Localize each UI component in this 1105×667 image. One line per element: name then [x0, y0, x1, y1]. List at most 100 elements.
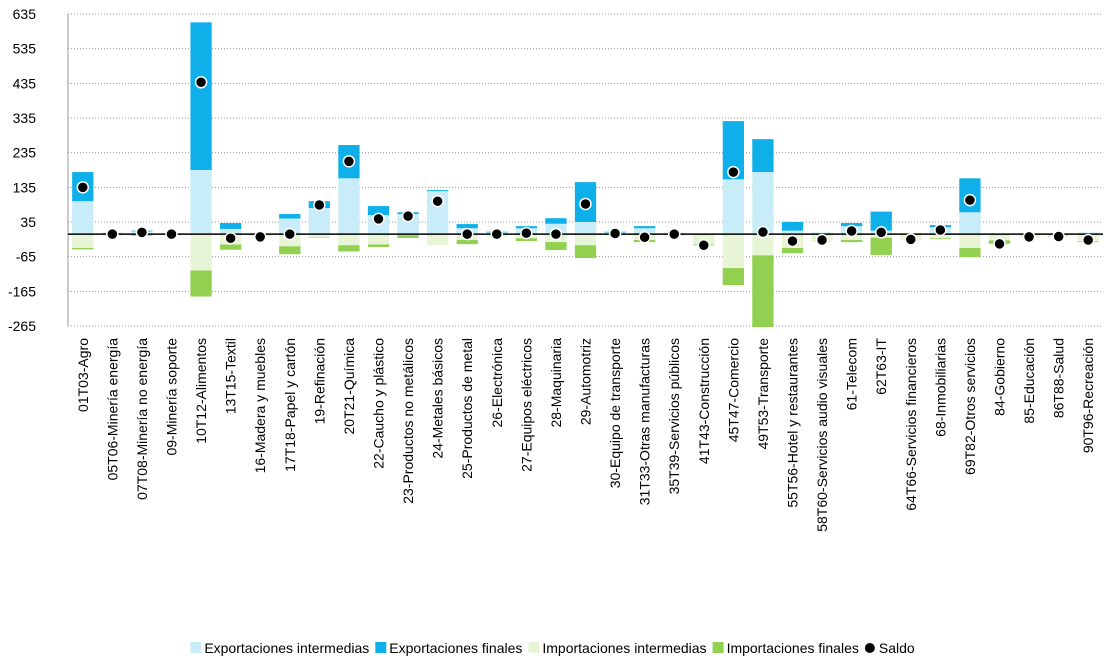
bar	[841, 240, 862, 242]
bar	[752, 172, 773, 234]
saldo-dot	[166, 229, 177, 240]
x-tick-label: 41T43-Construcción	[696, 338, 712, 464]
x-tick-label: 24-Metales básicos	[430, 338, 446, 459]
bar	[338, 178, 359, 234]
saldo-dot	[403, 211, 414, 222]
bar	[723, 268, 744, 285]
x-tick-label: 86T88-Salud	[1051, 338, 1067, 418]
bar	[545, 218, 566, 224]
x-tick-label: 29-Automotriz	[578, 338, 594, 425]
x-tick-label: 58T60-Servicios audio visuales	[814, 338, 830, 532]
bar	[427, 234, 448, 245]
saldo-dot	[107, 229, 118, 240]
bar	[190, 22, 211, 170]
legend-marker	[713, 642, 724, 653]
saldo-dot	[876, 227, 887, 238]
y-tick-label: -165	[8, 283, 36, 299]
saldo-dot	[432, 196, 443, 207]
legend-label: Exportaciones finales	[389, 640, 522, 656]
saldo-dot	[787, 236, 798, 247]
bar	[575, 234, 596, 245]
saldo-dot	[550, 229, 561, 240]
bar	[309, 208, 330, 234]
saldo-dot	[1083, 235, 1094, 246]
saldo-dot	[196, 77, 207, 88]
legend-label: Importaciones intermedias	[542, 640, 706, 656]
saldo-dot	[255, 231, 266, 242]
saldo-dot	[314, 200, 325, 211]
x-tick-label: 20T21-Química	[341, 338, 357, 435]
bar	[871, 238, 892, 255]
saldo-dot	[905, 234, 916, 245]
y-tick-label: -265	[8, 318, 36, 334]
bar	[457, 224, 478, 228]
x-tick-label: 28-Maquinaria	[548, 338, 564, 428]
bar	[368, 245, 389, 247]
saldo-dot	[610, 228, 621, 239]
saldo-dot	[846, 226, 857, 237]
saldo-dot	[964, 195, 975, 206]
x-tick-label: 45T47-Comercio	[725, 338, 741, 442]
x-tick-label: 64T66-Servicios financieros	[903, 338, 919, 511]
x-tick-label: 10T12-Alimentos	[193, 338, 209, 444]
bar	[782, 222, 803, 231]
bar	[397, 235, 418, 238]
x-tick-label: 84-Gobierno	[992, 338, 1008, 416]
x-tick-label: 01T03-Agro	[75, 338, 91, 412]
legend-label: Exportaciones intermedias	[204, 640, 369, 656]
bar	[368, 234, 389, 244]
bar	[634, 226, 655, 228]
y-tick-label: 635	[13, 6, 37, 22]
bar	[575, 245, 596, 258]
bar	[752, 255, 773, 327]
saldo-dot	[225, 233, 236, 244]
x-tick-label: 30-Equipo de transporte	[607, 338, 623, 488]
bar	[930, 238, 951, 239]
bar	[72, 234, 93, 248]
saldo-dot	[491, 229, 502, 240]
x-tick-label: 90T96-Recreación	[1080, 338, 1096, 453]
legend-label: Importaciones finales	[727, 640, 859, 656]
x-tick-label: 68-Inmobiliarias	[932, 338, 948, 437]
y-tick-label: -65	[16, 249, 36, 265]
bar	[338, 234, 359, 245]
bar	[427, 190, 448, 191]
bar	[190, 234, 211, 270]
legend-marker	[190, 642, 201, 653]
legend-marker	[528, 642, 539, 653]
saldo-dot	[580, 198, 591, 209]
saldo-dot	[1053, 231, 1064, 242]
saldo-dot	[728, 167, 739, 178]
bar	[545, 242, 566, 250]
x-tick-label: 16-Madera y muebles	[252, 338, 268, 473]
y-tick-label: 535	[13, 41, 37, 57]
bar	[782, 248, 803, 253]
x-tick-label: 69T82-Otros servicios	[962, 338, 978, 475]
x-tick-label: 07T08-Minería no energía	[134, 338, 150, 500]
x-tick-label: 26-Electrónica	[489, 338, 505, 428]
saldo-dot	[994, 238, 1005, 249]
y-tick-label: 335	[13, 110, 37, 126]
saldo-dot	[1024, 231, 1035, 242]
x-tick-label: 31T33-Otras manufacturas	[637, 338, 653, 505]
x-tick-label: 22-Caucho y plástico	[371, 338, 387, 469]
bar	[723, 179, 744, 234]
bar	[190, 271, 211, 297]
bar	[752, 139, 773, 172]
bar	[959, 212, 980, 234]
x-tick-label: 35T39-Servicios públicos	[666, 338, 682, 494]
bar	[457, 240, 478, 244]
legend-marker	[865, 643, 875, 653]
x-tick-label: 27-Equipos eléctricos	[518, 338, 534, 472]
bar	[959, 234, 980, 248]
x-tick-label: 13T15-Textil	[223, 338, 239, 414]
saldo-dot	[669, 229, 680, 240]
y-tick-label: 135	[13, 179, 37, 195]
saldo-dot	[77, 182, 88, 193]
bar	[220, 245, 241, 250]
bar	[959, 248, 980, 257]
saldo-dot	[757, 227, 768, 238]
saldo-dot	[373, 213, 384, 224]
bar	[190, 170, 211, 234]
